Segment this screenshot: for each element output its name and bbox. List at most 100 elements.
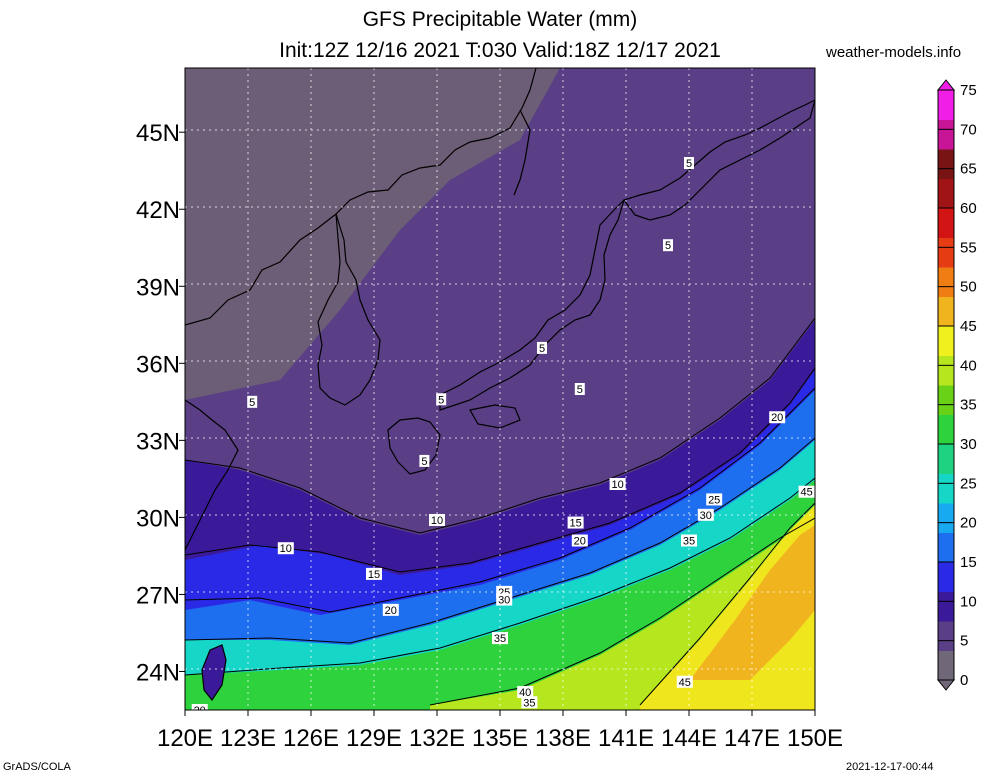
lat-tick-label: 42N xyxy=(136,197,180,224)
map-title: GFS Precipitable Water (mm) xyxy=(362,8,638,31)
lon-tick-label: 129E xyxy=(346,725,402,752)
contour-label: 20 xyxy=(771,412,783,424)
contour-label-box xyxy=(382,603,399,616)
contour-label: 5 xyxy=(438,394,444,406)
contour-label-box xyxy=(191,704,208,710)
lat-tick-label: 27N xyxy=(136,582,180,609)
colorbar-swatch xyxy=(938,444,954,474)
latitude-axis: 24N 27N 30N 33N 36N 39N 42N 45N xyxy=(136,120,185,686)
colorbar-swatch xyxy=(938,414,954,445)
contour-label: 45 xyxy=(800,487,812,499)
coastlines xyxy=(185,68,815,702)
contour-label-box xyxy=(706,493,723,506)
lat-tick-label: 45N xyxy=(136,120,180,147)
colorbar-label: 15 xyxy=(960,554,977,571)
contour-label: 10 xyxy=(611,479,623,491)
contour-label: 15 xyxy=(368,569,380,581)
contour-label: 5 xyxy=(539,343,545,355)
colorbar-swatch xyxy=(938,650,954,681)
contour-label-box xyxy=(697,508,714,521)
contour-label-box xyxy=(496,593,513,606)
contour-label-box xyxy=(769,411,786,424)
contour-label: 30 xyxy=(700,510,712,522)
contour-label: 10 xyxy=(280,543,292,555)
colorbar-label: 40 xyxy=(960,357,977,374)
sakhalin xyxy=(513,109,531,196)
contour-label-box xyxy=(537,341,547,354)
contour-label: 5 xyxy=(577,384,583,396)
colorbar-swatch xyxy=(938,208,954,238)
colorbar-label: 70 xyxy=(960,121,977,138)
contour-label-box xyxy=(419,454,430,467)
mainland-coast xyxy=(185,68,537,326)
colorbar-label: 60 xyxy=(960,200,977,217)
contour-label-box xyxy=(277,542,294,555)
contour-label-box xyxy=(609,478,626,491)
contour-label-box xyxy=(517,686,534,699)
colorbar-label: 50 xyxy=(960,279,977,296)
contour-label-box xyxy=(436,393,447,406)
contour-label: 35 xyxy=(523,697,535,709)
colorbar-label: 30 xyxy=(960,436,977,453)
contour-label: 20 xyxy=(574,536,586,548)
contour-label: 25 xyxy=(708,494,720,506)
contour-label-box xyxy=(567,516,584,529)
lon-tick-label: 120E xyxy=(157,725,213,752)
lat-tick-label: 24N xyxy=(136,659,180,686)
lon-tick-label: 144E xyxy=(661,725,717,752)
colorbar-min-arrow xyxy=(936,679,956,691)
colorbar-swatch xyxy=(938,267,954,297)
colorbar-swatch xyxy=(938,503,954,533)
contour-label: 10 xyxy=(431,515,443,527)
lat-tick-label: 36N xyxy=(136,351,180,378)
contour-label: 35 xyxy=(683,536,695,548)
map-area: 5555555101010151520202025253030353535404… xyxy=(185,68,815,717)
dry-continent-field xyxy=(185,68,560,400)
taiwan xyxy=(201,644,227,702)
contour-label: 5 xyxy=(249,397,255,409)
contour-label-box xyxy=(366,567,382,580)
shikoku xyxy=(469,404,521,429)
contour-label: 5 xyxy=(665,240,671,252)
contour-label: 35 xyxy=(494,633,506,645)
colorbar-label: 0 xyxy=(960,672,968,689)
lon-tick-label: 135E xyxy=(472,725,528,752)
lon-tick-label: 150E xyxy=(787,725,843,752)
contour-label-box xyxy=(247,395,258,408)
colorbar-label: 35 xyxy=(960,397,977,414)
contour-labels: 5555555101010151520202025253030353535404… xyxy=(191,157,815,717)
contour-label: 30 xyxy=(498,595,510,607)
colorbar-swatch xyxy=(938,326,954,356)
contour-label: 45 xyxy=(679,677,691,689)
longitude-axis: 120E 123E 126E 129E 132E 135E 138E 141E 144E 147E… xyxy=(157,710,843,752)
site-credit: weather-models.info xyxy=(826,44,962,61)
colorbar-swatch xyxy=(938,119,954,150)
contour-label-box xyxy=(571,534,588,547)
colorbar-label: 5 xyxy=(960,633,968,650)
colorbar-swatch xyxy=(938,355,954,386)
contour-label: 5 xyxy=(686,158,692,170)
contour-label: 5 xyxy=(421,456,427,468)
colorbar-swatch xyxy=(938,178,954,209)
korean-peninsula xyxy=(317,213,381,406)
colorbar-swatch xyxy=(938,149,954,179)
lat-tick-label: 30N xyxy=(136,505,180,532)
map-subtitle: Init:12Z 12/16 2021 T:030 Valid:18Z 12/1… xyxy=(279,39,721,62)
colorbar-label: 20 xyxy=(960,515,977,532)
colorbar-swatch xyxy=(938,237,954,268)
colorbar-label: 55 xyxy=(960,239,977,256)
colorbar-swatch xyxy=(938,473,954,504)
contour-label: 40 xyxy=(519,687,531,699)
contour-label-box xyxy=(681,534,697,547)
contour-label: 20 xyxy=(385,605,397,617)
china-east-coast xyxy=(185,399,239,551)
contour-label-box xyxy=(798,485,815,498)
lon-tick-label: 126E xyxy=(283,725,339,752)
colorbar-swatch xyxy=(938,621,954,651)
colorbar-swatch xyxy=(938,532,954,563)
colorbar-swatch xyxy=(938,591,954,622)
contour-label: 20 xyxy=(194,705,206,717)
lon-tick-label: 141E xyxy=(598,725,654,752)
lon-tick-label: 147E xyxy=(724,725,780,752)
